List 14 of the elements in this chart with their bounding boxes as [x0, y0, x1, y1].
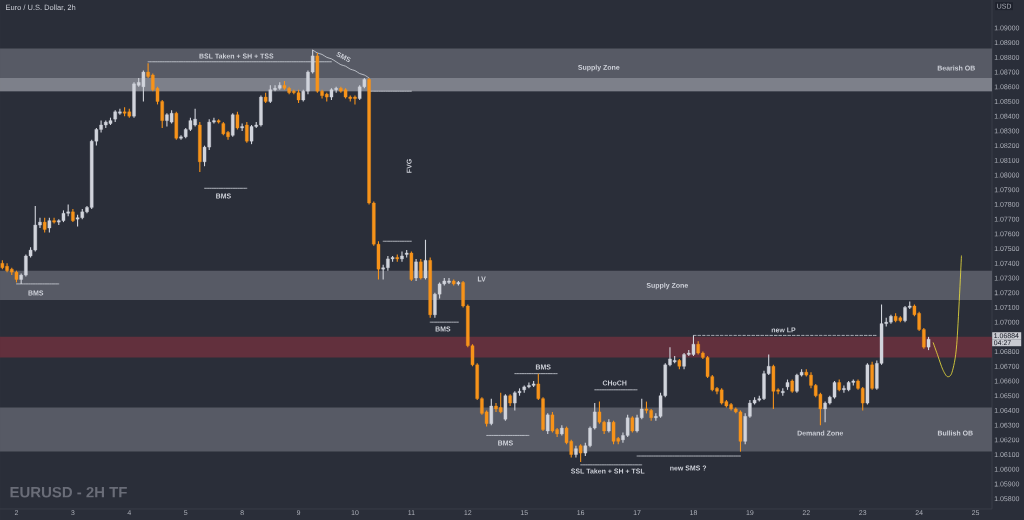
- candlestick: [870, 361, 874, 391]
- candlestick: [545, 412, 550, 435]
- candlestick: [249, 124, 254, 145]
- candlestick: [52, 217, 56, 225]
- line-series: [932, 255, 962, 377]
- candlestick: [503, 393, 508, 422]
- candlestick: [423, 239, 428, 281]
- candlestick: [240, 123, 244, 132]
- candlestick: [611, 420, 616, 445]
- candlestick: [245, 121, 249, 144]
- text: EURUSD - 2H TF: [10, 486, 127, 498]
- candlestick: [489, 398, 494, 426]
- candlestick: [414, 258, 418, 282]
- candlestick: [231, 112, 235, 138]
